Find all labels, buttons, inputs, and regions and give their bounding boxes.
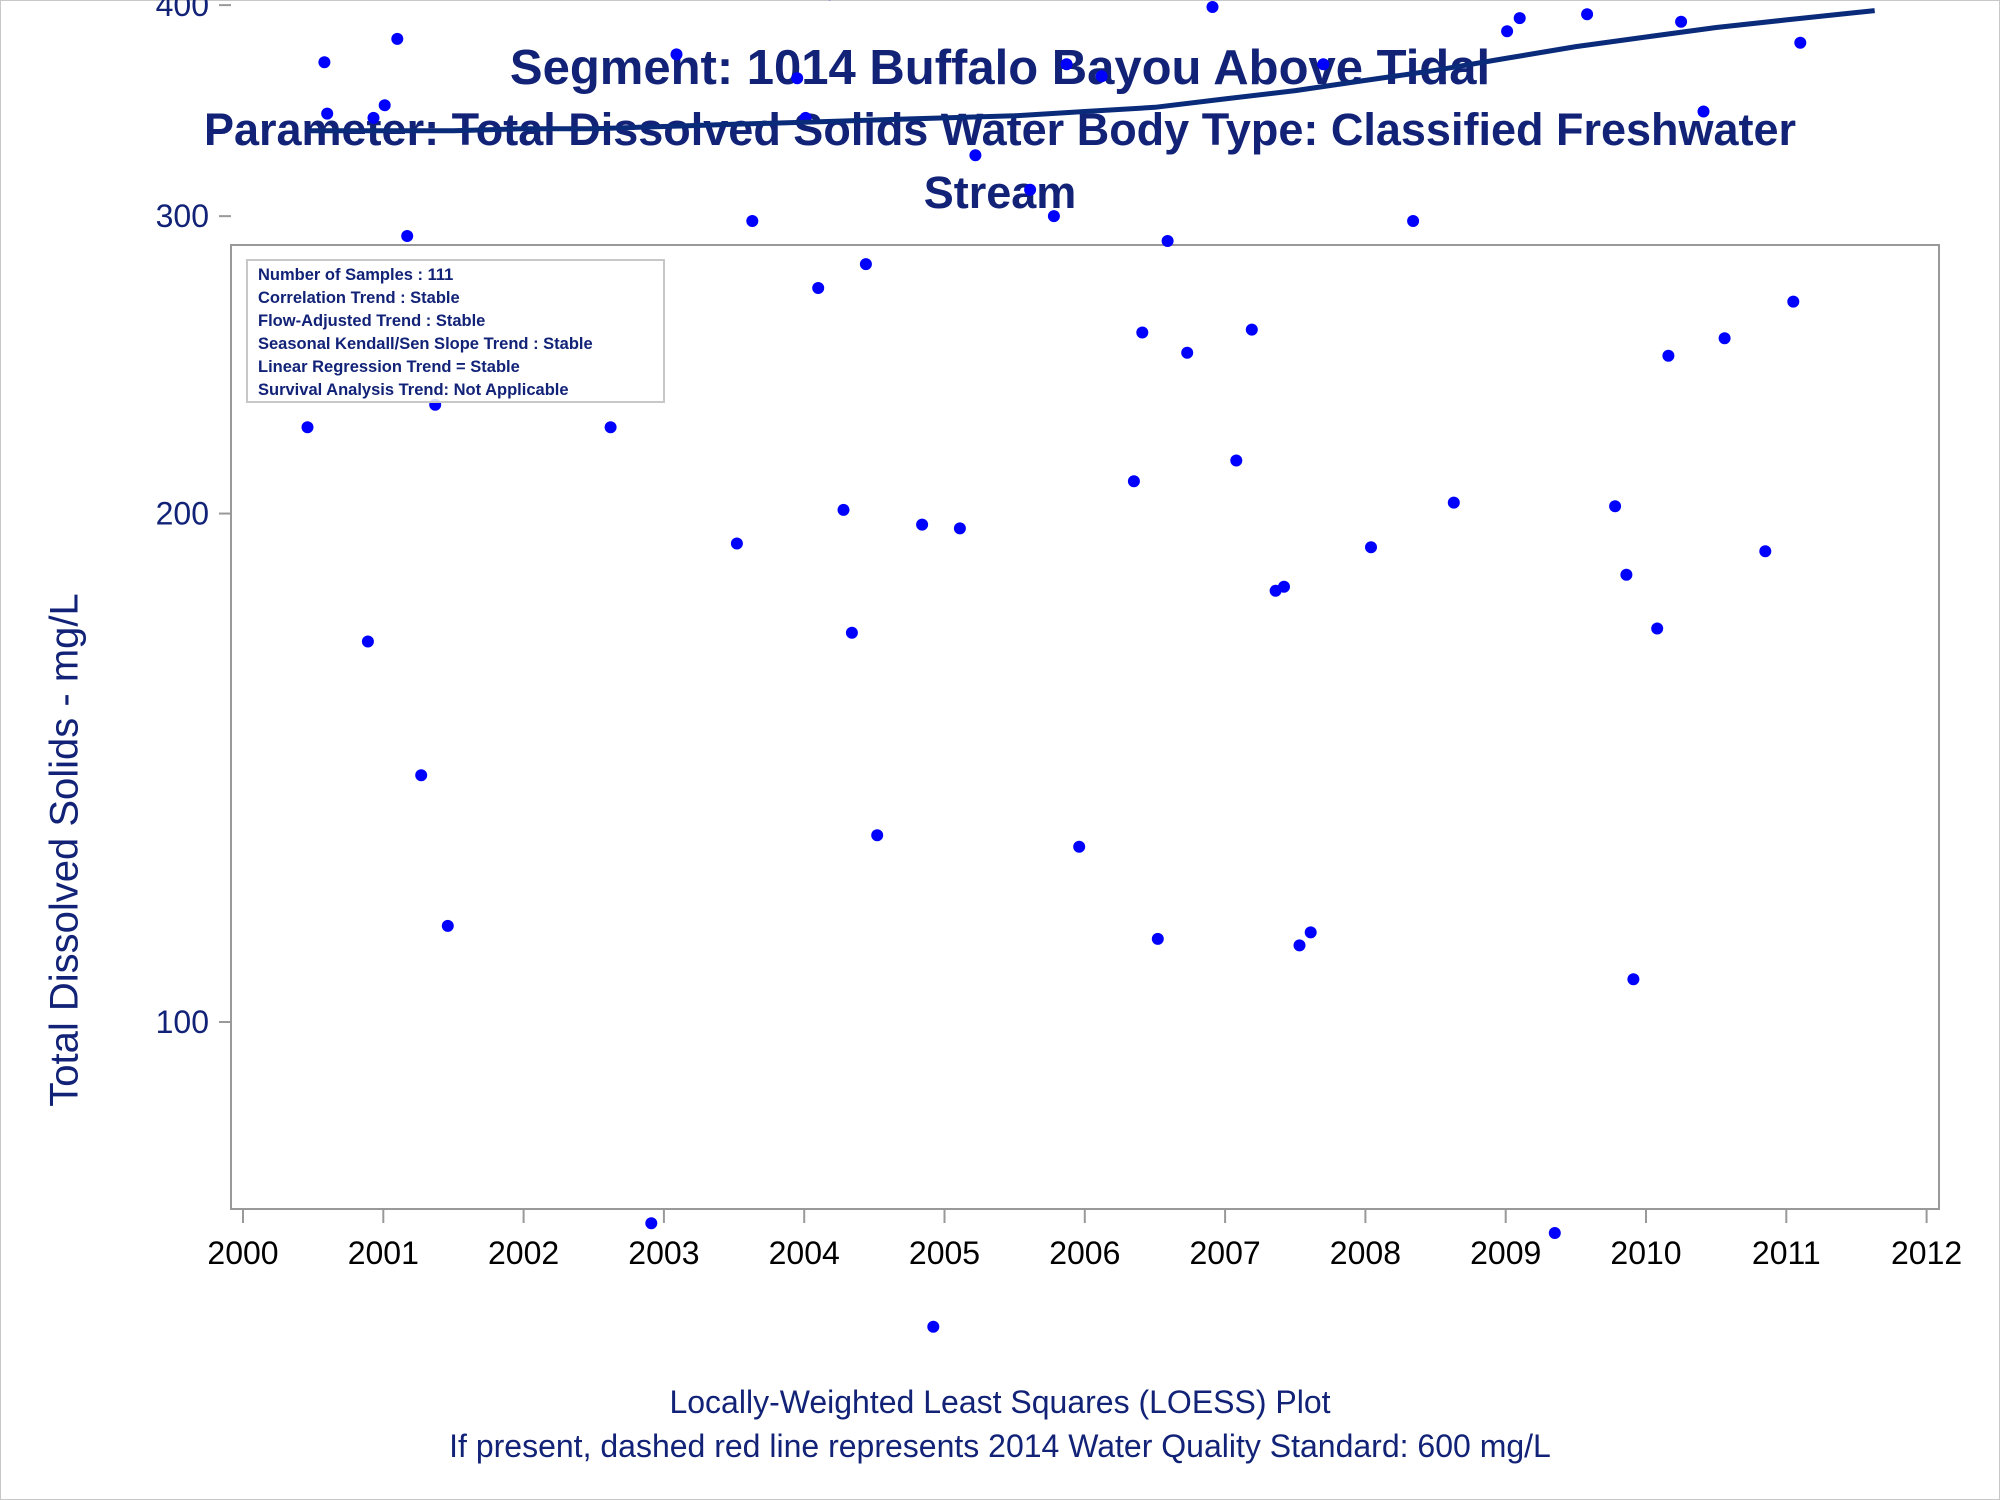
data-point bbox=[1245, 323, 1258, 336]
data-point bbox=[837, 503, 850, 516]
data-point bbox=[927, 1320, 940, 1333]
stats-line-survival-analysis: Survival Analysis Trend: Not Applicable bbox=[258, 381, 569, 399]
y-tick-label-400: 400 bbox=[156, 0, 209, 23]
data-point bbox=[391, 32, 404, 45]
x-tick-label-2004: 2004 bbox=[769, 1235, 840, 1271]
y-tick-label-100: 100 bbox=[156, 1004, 209, 1040]
data-point bbox=[1787, 295, 1800, 308]
x-tick-label-2005: 2005 bbox=[909, 1235, 980, 1271]
data-point bbox=[361, 635, 374, 648]
data-point bbox=[1697, 105, 1710, 118]
data-point bbox=[1024, 183, 1037, 196]
data-point bbox=[730, 537, 743, 550]
x-axis: 2000 2001 2002 2003 2004 2005 2006 2007 2008 2009… bbox=[207, 1209, 1962, 1271]
chart-subtitle-line2: Stream bbox=[923, 167, 1077, 218]
data-point bbox=[318, 56, 331, 69]
data-point bbox=[1609, 500, 1622, 513]
data-point bbox=[859, 258, 872, 271]
data-point bbox=[441, 919, 454, 932]
data-point bbox=[1095, 70, 1108, 83]
y-tick-label-300: 300 bbox=[156, 198, 209, 234]
data-point bbox=[1060, 58, 1073, 71]
x-tick-label-2011: 2011 bbox=[1752, 1235, 1821, 1271]
data-point bbox=[871, 829, 884, 842]
data-point bbox=[401, 230, 414, 242]
y-tick-label-200: 200 bbox=[156, 496, 209, 532]
data-point bbox=[845, 626, 858, 639]
data-point bbox=[645, 1217, 658, 1230]
x-tick-label-2012: 2012 bbox=[1891, 1235, 1962, 1271]
stats-line-samples: Number of Samples : 111 bbox=[258, 266, 453, 284]
x-tick-label-2001: 2001 bbox=[348, 1235, 419, 1271]
stats-line-correlation: Correlation Trend : Stable bbox=[258, 289, 460, 307]
data-point bbox=[321, 107, 334, 120]
data-point bbox=[1620, 568, 1633, 581]
data-point bbox=[1718, 332, 1731, 345]
data-point bbox=[746, 215, 759, 227]
footnote-standard: If present, dashed red line represents 2… bbox=[449, 1428, 1551, 1464]
stats-line-flow-adjusted: Flow-Adjusted Trend : Stable bbox=[258, 312, 485, 330]
data-point bbox=[1161, 235, 1174, 247]
data-point bbox=[1047, 210, 1060, 223]
data-point bbox=[1794, 36, 1807, 49]
data-point bbox=[1675, 15, 1688, 28]
stats-box: Number of Samples : 111 Correlation Tren… bbox=[246, 259, 665, 403]
x-tick-label-2010: 2010 bbox=[1610, 1235, 1681, 1271]
x-tick-label-2002: 2002 bbox=[488, 1235, 559, 1271]
data-point bbox=[1136, 326, 1149, 339]
data-point bbox=[1651, 622, 1664, 635]
x-tick-label-2006: 2006 bbox=[1049, 1235, 1120, 1271]
data-point bbox=[1278, 580, 1290, 593]
data-point bbox=[604, 421, 617, 434]
data-point bbox=[1759, 545, 1772, 558]
data-point bbox=[1293, 939, 1306, 952]
x-tick-label-2008: 2008 bbox=[1330, 1235, 1401, 1271]
data-point bbox=[670, 48, 683, 61]
data-point bbox=[1181, 346, 1194, 359]
data-point bbox=[1304, 926, 1317, 939]
x-tick-label-2009: 2009 bbox=[1470, 1235, 1541, 1271]
stats-box-frame bbox=[246, 259, 665, 403]
data-point bbox=[1127, 475, 1140, 488]
data-point bbox=[1230, 454, 1243, 467]
data-point bbox=[1365, 541, 1377, 554]
y-axis: 100200300400500600 bbox=[156, 0, 231, 1040]
data-point bbox=[1407, 215, 1420, 227]
data-point bbox=[791, 72, 804, 85]
data-point bbox=[812, 282, 825, 294]
data-point bbox=[953, 522, 966, 535]
footnote-loess: Locally-Weighted Least Squares (LOESS) P… bbox=[669, 1384, 1331, 1420]
data-point bbox=[1513, 12, 1526, 25]
stats-line-linear-regression: Linear Regression Trend = Stable bbox=[258, 358, 520, 376]
data-point bbox=[367, 111, 380, 124]
loess-line-group bbox=[307, 8, 1875, 134]
x-tick-label-2007: 2007 bbox=[1190, 1235, 1261, 1271]
data-point bbox=[1662, 349, 1675, 362]
data-point bbox=[378, 99, 391, 112]
data-point bbox=[1548, 1227, 1561, 1239]
data-point bbox=[969, 149, 982, 162]
data-point bbox=[1151, 932, 1164, 945]
data-point bbox=[1206, 1, 1219, 13]
data-point bbox=[301, 421, 314, 434]
stats-line-seasonal-kendall: Seasonal Kendall/Sen Slope Trend : Stabl… bbox=[258, 335, 593, 353]
data-point bbox=[1627, 973, 1640, 986]
loess-line bbox=[307, 8, 1875, 134]
data-point bbox=[1317, 58, 1330, 71]
data-point bbox=[1447, 496, 1460, 509]
data-point bbox=[916, 518, 929, 531]
x-tick-label-2000: 2000 bbox=[207, 1235, 278, 1271]
data-point bbox=[415, 769, 428, 782]
data-point bbox=[1073, 840, 1086, 853]
data-point bbox=[1501, 25, 1514, 38]
data-point bbox=[1581, 8, 1594, 21]
data-points bbox=[301, 0, 1807, 1333]
x-tick-label-2003: 2003 bbox=[628, 1235, 699, 1271]
